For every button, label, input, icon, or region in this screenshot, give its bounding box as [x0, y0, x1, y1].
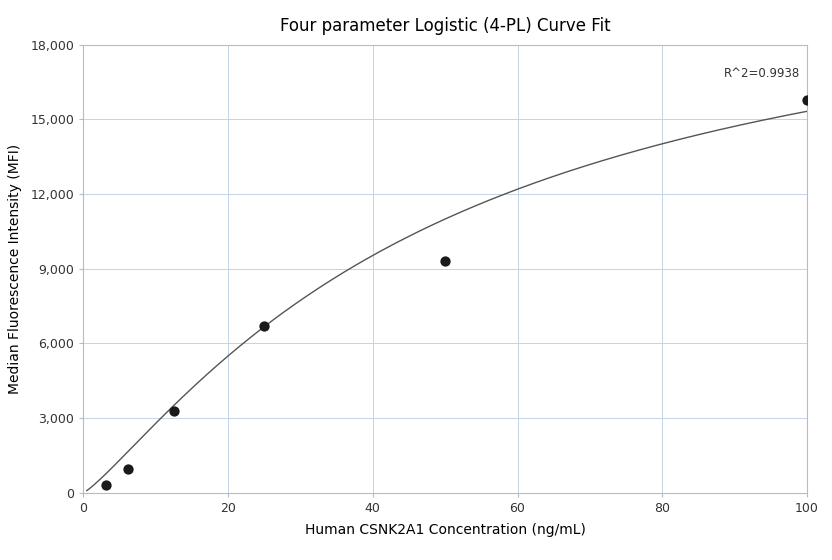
- Point: [167, 406, 181, 415]
- Point: [121, 465, 135, 474]
- Y-axis label: Median Fluorescence Intensity (MFI): Median Fluorescence Intensity (MFI): [8, 144, 22, 394]
- Point: [800, 95, 814, 104]
- Point: [438, 257, 452, 266]
- Point: [258, 321, 271, 330]
- Text: R^2=0.9938: R^2=0.9938: [724, 67, 800, 80]
- X-axis label: Human CSNK2A1 Concentration (ng/mL): Human CSNK2A1 Concentration (ng/mL): [305, 523, 586, 537]
- Title: Four parameter Logistic (4-PL) Curve Fit: Four parameter Logistic (4-PL) Curve Fit: [280, 17, 611, 35]
- Point: [99, 481, 112, 490]
